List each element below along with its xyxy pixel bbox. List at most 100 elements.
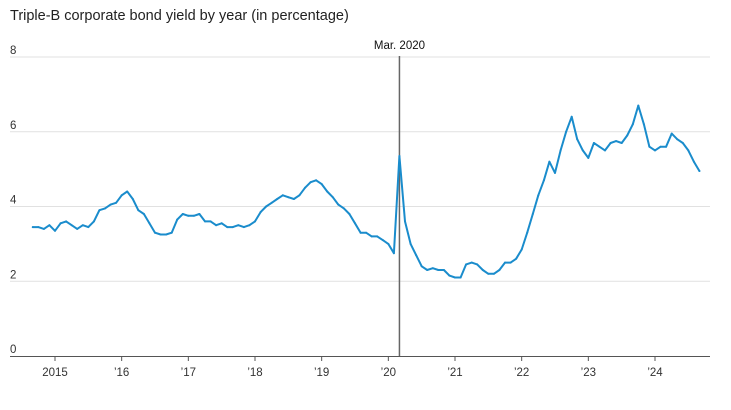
data-point [242,226,245,229]
data-point [59,222,62,225]
data-point [70,224,73,227]
data-point [537,194,540,197]
data-point [226,226,229,229]
data-point [176,218,179,221]
data-point [481,269,484,271]
y-tick-label: 0 [10,344,16,356]
data-point [92,220,95,223]
data-point [42,227,45,230]
data-point [309,181,312,184]
data-point [559,149,562,152]
chart-title: Triple-B corporate bond yield by year (i… [10,8,349,24]
data-point [654,149,656,152]
data-point [476,263,479,266]
data-point [531,213,534,215]
data-point [420,265,423,268]
data-point [548,160,551,163]
data-point [437,269,440,271]
y-axis-ticks: 0 2 4 6 8 [10,45,17,356]
data-point [465,263,468,266]
data-point [520,248,523,251]
data-point [348,213,351,215]
x-tick-label: ’19 [314,367,329,379]
y-tick-label: 6 [10,120,16,132]
data-point [387,242,390,245]
x-tick-label: 2015 [42,367,68,379]
data-point [637,104,640,107]
data-point [298,194,301,197]
data-point [470,261,473,264]
data-point [492,272,495,275]
data-point [376,235,379,238]
data-point [237,224,240,227]
data-point [331,196,334,199]
x-tick-label: ’20 [381,367,396,379]
data-point [337,203,340,206]
data-point [231,226,234,229]
data-point [609,142,612,144]
data-point [304,186,306,189]
y-tick-label: 4 [10,195,17,207]
x-tick-label: ’22 [514,367,529,379]
data-point [581,149,584,152]
gridlines [10,56,710,357]
data-point [287,196,290,199]
data-point [392,252,395,255]
data-point [131,198,134,200]
data-point [426,269,429,271]
data-point [448,274,451,277]
data-point [165,233,168,236]
x-tick-label: ’21 [447,367,462,379]
data-point [254,220,256,223]
data-point [698,170,701,172]
data-point [570,115,573,118]
data-point [270,201,273,204]
data-point [198,213,201,215]
data-point [292,198,295,200]
data-point [587,156,590,159]
series-layer [31,104,701,279]
data-point [565,130,568,133]
data-point [487,272,490,275]
data-point [209,220,212,223]
data-point [598,145,601,148]
data-point [281,194,284,197]
data-point [37,226,40,229]
data-point [404,220,406,223]
data-point [431,267,434,270]
data-point [148,222,151,225]
data-point [626,134,629,137]
data-point [192,214,195,217]
data-point [415,254,418,257]
data-point [109,203,112,206]
annotation-label: Mar. 2020 [374,40,425,52]
data-point [554,171,556,174]
data-point [454,276,456,279]
data-point [504,261,506,264]
data-point [137,209,140,212]
data-point [181,213,184,215]
data-point [442,269,445,271]
data-point [498,269,501,271]
data-point [48,224,51,227]
data-point [87,226,90,229]
y-tick-label: 2 [10,269,16,281]
data-point [670,132,673,135]
data-point [648,145,651,148]
data-point [276,198,279,200]
data-point [642,123,645,126]
x-tick-label: ’18 [247,367,262,379]
data-point [354,222,356,225]
data-point [631,123,634,126]
x-tick-label: ’23 [581,367,596,379]
x-tick-label: ’24 [647,367,663,379]
data-point [126,190,129,193]
data-point [692,160,695,163]
data-point [370,235,373,238]
data-point [398,155,401,157]
data-point [170,231,173,234]
data-point [576,138,579,141]
y-tick-label: 8 [10,45,16,57]
data-point [142,213,145,215]
